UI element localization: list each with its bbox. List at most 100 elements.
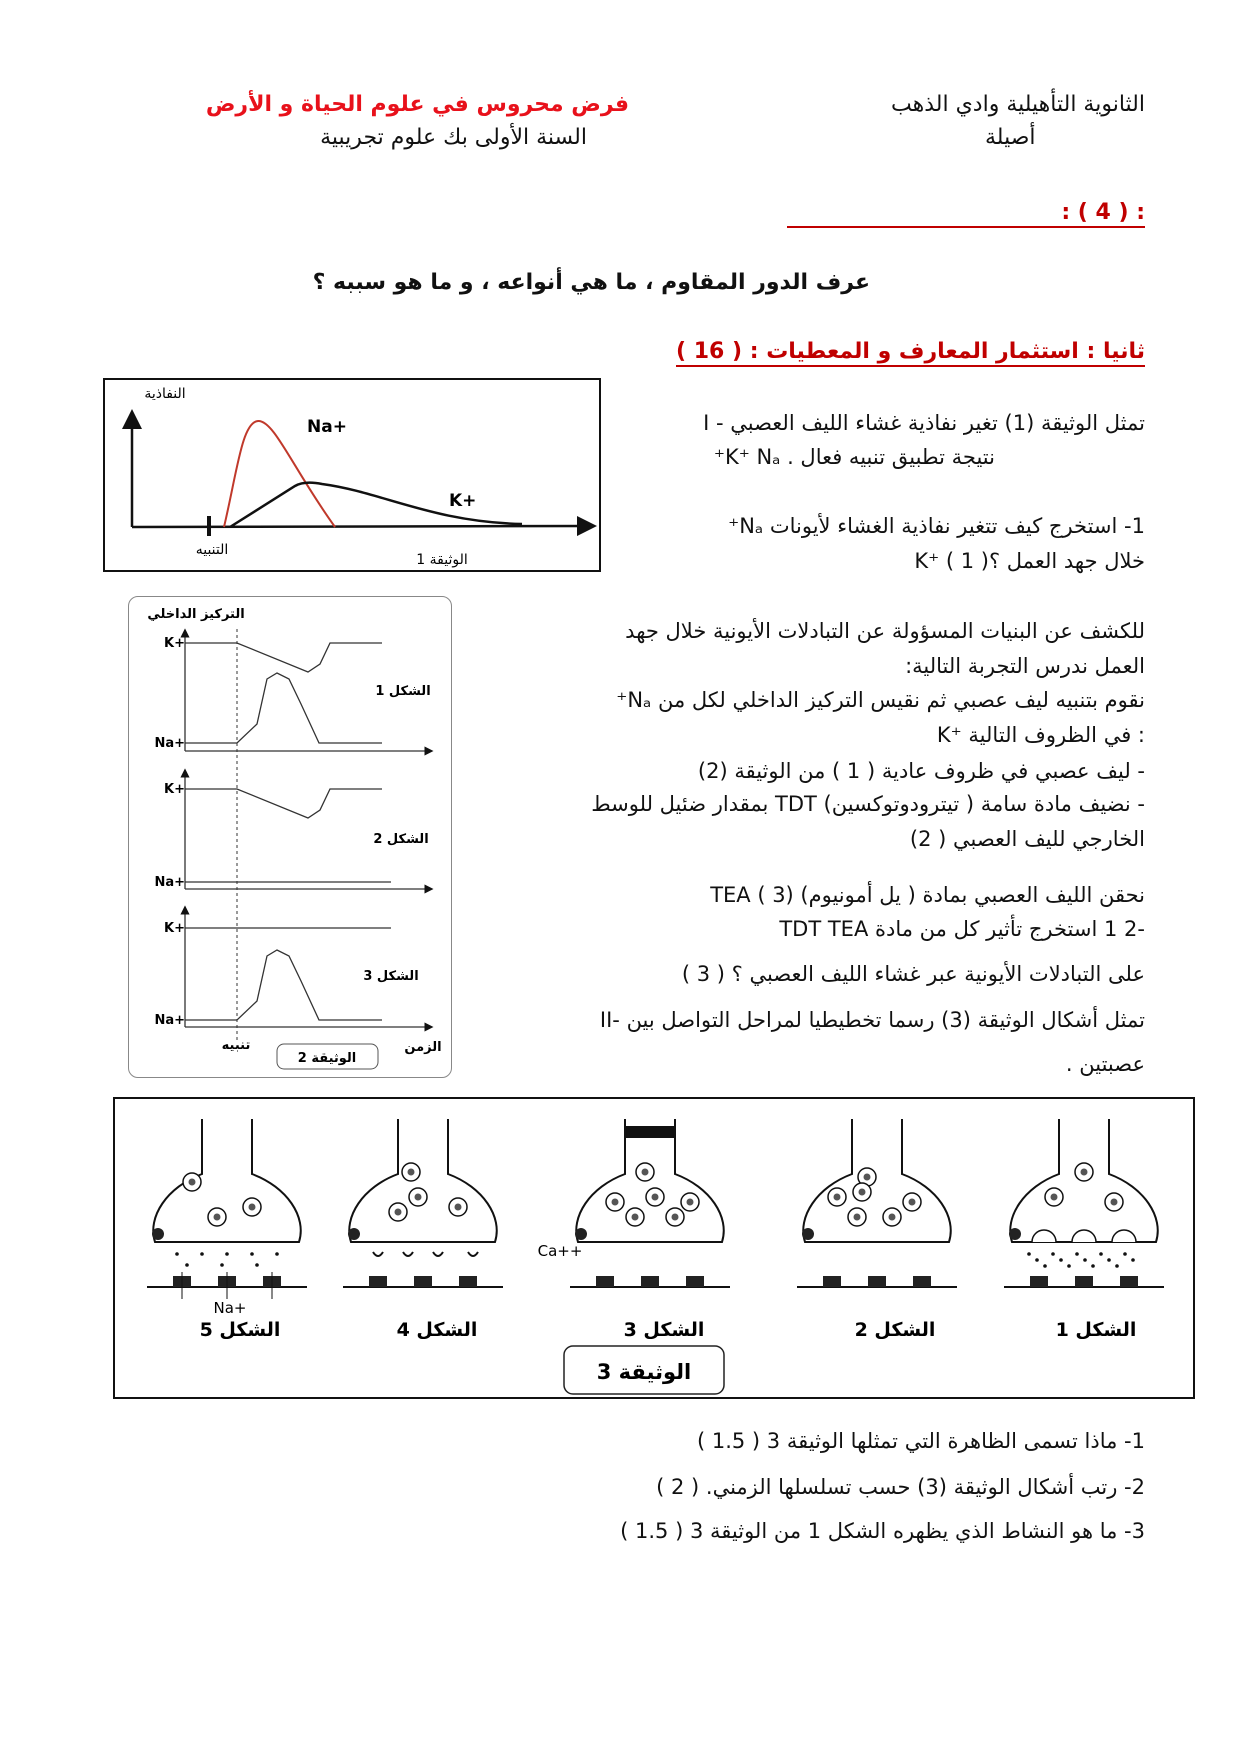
neurotransmitter-dot xyxy=(250,1252,254,1256)
doc2-caption-box xyxy=(276,1043,379,1070)
na-label: Na+ xyxy=(307,417,347,437)
panel-label-2: الشكل 2 xyxy=(373,832,428,847)
receptor-icon xyxy=(414,1276,432,1287)
vesicle-content xyxy=(1050,1193,1058,1201)
neurotransmitter-dot xyxy=(1131,1258,1135,1262)
receptor-icon xyxy=(823,1276,841,1287)
na-permeability-curve xyxy=(223,419,336,528)
neurotransmitter-dot xyxy=(1067,1264,1071,1268)
presynaptic-terminal xyxy=(802,1119,952,1243)
figure-label-1: الشكل 1 xyxy=(1056,1319,1137,1341)
neurotransmitter-dot xyxy=(1107,1258,1111,1262)
exam-title: فرض محروس في علوم الحياة و الأرض xyxy=(205,92,629,117)
text-line: عصبتين . xyxy=(1065,1052,1145,1076)
na-concentration-curve xyxy=(185,949,382,1021)
vesicle-content xyxy=(454,1203,462,1211)
receptor-icon xyxy=(641,1276,659,1287)
figure-label-2: الشكل 2 xyxy=(855,1319,936,1341)
doc3-caption-box xyxy=(563,1345,725,1395)
k-permeability-curve xyxy=(229,481,523,529)
receptor-icon xyxy=(868,1276,886,1287)
neurotransmitter-dot xyxy=(1043,1264,1047,1268)
text-line: - ليف عصبي في ظروف عادية ( 1 ) من الوثيق… xyxy=(697,759,1145,783)
vesicle-content xyxy=(1110,1198,1118,1206)
na-label: Na+ xyxy=(154,736,185,751)
neurotransmitter-dot xyxy=(275,1252,279,1256)
level-label: السنة الأولى بك علوم تجريبية xyxy=(320,125,587,150)
figure-label-4: الشكل 4 xyxy=(397,1319,478,1341)
presynaptic-terminal xyxy=(575,1119,725,1243)
synapse-figure-5 xyxy=(147,1119,307,1299)
calcium-channel-icon xyxy=(152,1228,164,1240)
k-label: K+ xyxy=(164,782,185,797)
neurotransmitter-dot xyxy=(175,1252,179,1256)
text-line: العمل ندرس التجربة التالية: xyxy=(905,654,1145,678)
neurotransmitter-dot xyxy=(200,1252,204,1256)
vesicle-content xyxy=(414,1193,422,1201)
k-concentration-curve xyxy=(185,788,382,819)
neurotransmitter-dot xyxy=(1059,1258,1063,1262)
vesicle-content xyxy=(641,1168,649,1176)
na-label: Na+ xyxy=(214,1299,247,1317)
vesicle-content xyxy=(631,1213,639,1221)
vesicle-content xyxy=(863,1173,871,1181)
vesicle-content xyxy=(248,1203,256,1211)
neurotransmitter-dot xyxy=(1091,1264,1095,1268)
vesicle-content xyxy=(858,1188,866,1196)
vesicle-content xyxy=(407,1168,415,1176)
vesicle-content xyxy=(611,1198,619,1206)
school-name: الثانوية التأهيلية وادي الذهب xyxy=(891,92,1145,117)
k-concentration-curve xyxy=(185,642,382,673)
question-2: 2- رتب أشكال الوثيقة (3) حسب تسلسلها الز… xyxy=(656,1475,1145,1499)
na-label: Na+ xyxy=(154,875,185,890)
vesicle-content xyxy=(908,1198,916,1206)
synapse-figure-2 xyxy=(797,1119,957,1288)
y-axis-label: التركيز الداخلي xyxy=(147,607,244,622)
neurotransmitter-dot xyxy=(1051,1252,1055,1256)
na-label: Na+ xyxy=(154,1013,185,1028)
receptor-icon xyxy=(1075,1276,1093,1287)
document-2-figure: التركيز الداخلي تنبيه الزمن الوثيقة 2 K+… xyxy=(128,596,452,1078)
question-1: 1- ماذا تسمى الظاهرة التي تمثلها الوثيقة… xyxy=(696,1429,1145,1453)
calcium-channel-icon xyxy=(575,1228,587,1240)
receptor-icon xyxy=(913,1276,931,1287)
receptor-icon xyxy=(686,1276,704,1287)
text-line: K⁺ خلال جهد العمل ؟( 1 ) xyxy=(914,549,1145,573)
synapse-figure-4 xyxy=(343,1119,503,1288)
exocytosis-vesicle xyxy=(1071,1229,1097,1243)
text-line: I - تمثل الوثيقة (1) تغير نفاذية غشاء ال… xyxy=(703,411,1145,435)
exocytosis-vesicle xyxy=(1111,1229,1137,1243)
receptor-icon xyxy=(1120,1276,1138,1287)
text-line: II- تمثل أشكال الوثيقة (3) رسما تخطيطيا … xyxy=(599,1008,1145,1032)
neurotransmitter-dot xyxy=(1075,1252,1079,1256)
receptor-icon xyxy=(596,1276,614,1287)
stimulus-label: تنبيه xyxy=(222,1038,251,1053)
synapse-figure-3 xyxy=(570,1119,730,1288)
neurotransmitter-dot xyxy=(255,1263,259,1267)
vesicle-content xyxy=(833,1193,841,1201)
k-label: K+ xyxy=(164,636,185,651)
part1-heading: : ( 4 ) : xyxy=(787,200,1145,228)
ca-label: Ca++ xyxy=(538,1242,583,1260)
question-3: 3- ما هو النشاط الذي يظهره الشكل 1 من ال… xyxy=(620,1519,1145,1543)
figure-label-3: الشكل 3 xyxy=(624,1319,705,1341)
neurotransmitter-dot xyxy=(467,1251,479,1257)
document-1-figure: النفاذية Na+ K+ التنبيه الوثيقة 1 xyxy=(103,378,601,572)
axon-block xyxy=(625,1126,675,1138)
figure-label-5: الشكل 5 xyxy=(200,1319,281,1341)
text-line: - نضيف مادة سامة ( تيترودوتوكسين) TDT بم… xyxy=(591,792,1145,816)
vesicle-content xyxy=(188,1178,196,1186)
panel-label-1: الشكل 1 xyxy=(375,684,430,699)
vesicle-content xyxy=(213,1213,221,1221)
k-label: K+ xyxy=(449,491,476,511)
part1-question: عرف الدور المقاوم ، ما هي أنواعه ، و ما … xyxy=(312,270,870,295)
k-label: K+ xyxy=(164,921,185,936)
text-line: على التبادلات الأيونية عبر غشاء الليف ال… xyxy=(681,962,1145,986)
doc3-caption: الوثيقة 3 xyxy=(597,1360,692,1384)
vesicle-content xyxy=(686,1198,694,1206)
vesicle-content xyxy=(853,1213,861,1221)
y-axis-label: النفاذية xyxy=(144,386,185,402)
text-line: نحقن الليف العصبي بمادة ( يل أمونيوم) TE… xyxy=(710,883,1145,907)
presynaptic-terminal xyxy=(152,1119,302,1243)
vesicle-content xyxy=(394,1208,402,1216)
